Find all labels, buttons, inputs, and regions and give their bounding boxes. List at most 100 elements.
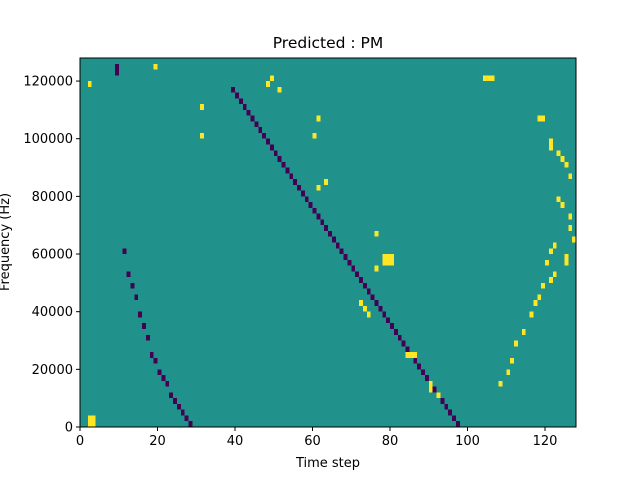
heatmap-cell-low [335, 242, 340, 249]
heatmap-cell-high [552, 271, 557, 278]
heatmap-cell-low [126, 271, 131, 278]
heatmap-cell-high [200, 132, 205, 139]
heatmap-cell-high [386, 259, 391, 266]
heatmap-cell-low [184, 415, 189, 422]
heatmap-cell-high [436, 392, 441, 399]
heatmap-cell-low [397, 334, 402, 341]
heatmap-cell-high [541, 282, 546, 289]
x-axis: 0 20 40 60 80 100 120 [76, 427, 557, 449]
heatmap-cell-low [235, 92, 239, 99]
heatmap-cell-low [432, 386, 437, 393]
heatmap-cell-low [277, 156, 282, 162]
heatmap-cell-high [514, 340, 518, 347]
heatmap-cell-high [556, 196, 561, 203]
heatmap-cell-high [405, 352, 410, 358]
heatmap-cell-low [134, 294, 139, 301]
heatmap-cell-low [297, 184, 301, 191]
y-tick-label: 100000 [23, 132, 73, 147]
heatmap-cell-high [483, 75, 487, 82]
heatmap-cell-low [114, 69, 119, 76]
y-tick-label: 120000 [23, 75, 73, 90]
x-axis-label: Time step [295, 456, 360, 471]
heatmap-cell-high [91, 415, 96, 427]
heatmap-cell-low [316, 213, 321, 220]
heatmap-cell-low [374, 300, 379, 306]
heatmap-cell-high [390, 254, 394, 260]
heatmap-cell-high [486, 75, 491, 82]
heatmap-cell-high [552, 242, 557, 249]
heatmap-cell-high [568, 213, 573, 220]
heatmap-cell-high [269, 75, 274, 82]
heatmap-cell-low [343, 254, 348, 260]
heatmap-cell-low [262, 132, 267, 139]
heatmap-cell-low [390, 323, 394, 329]
y-tick-label: 40000 [32, 305, 73, 320]
heatmap-cell-high [560, 156, 565, 162]
heatmap-cell-low [300, 190, 305, 197]
heatmap-cell-high [548, 248, 553, 255]
x-tick-label: 60 [304, 434, 321, 449]
heatmap-cell-low [421, 369, 425, 376]
heatmap-cell-low [293, 179, 298, 185]
heatmap-cell-high [564, 259, 569, 266]
heatmap-cell-high [153, 63, 158, 70]
heatmap-cell-high [506, 369, 511, 376]
x-tick-label: 0 [76, 434, 84, 449]
heatmap-cell-low [308, 202, 313, 208]
x-tick-label: 40 [227, 434, 244, 449]
heatmap-cell-high [529, 311, 534, 318]
x-tick-label: 20 [149, 434, 166, 449]
heatmap-cell-high [312, 132, 317, 139]
heatmap-cell-low [138, 311, 143, 318]
heatmap-cell-high [87, 81, 92, 87]
heatmap-cell-low [142, 323, 146, 329]
heatmap-cell-low [231, 86, 236, 93]
heatmap-cell-high [498, 380, 503, 387]
heatmap-cell-low [424, 375, 429, 381]
heatmap-cell-high [409, 352, 414, 358]
heatmap-cell-high [359, 300, 363, 306]
heatmap-cell-high [366, 311, 371, 318]
heatmap-cell-low [266, 138, 270, 145]
heatmap-cell-low [242, 104, 247, 110]
heatmap-cell-low [378, 305, 383, 312]
heatmap-cell-low [165, 380, 170, 387]
heatmap-cell-high [277, 86, 282, 93]
y-tick-label: 20000 [32, 363, 73, 378]
heatmap-cell-low [304, 196, 309, 203]
heatmap-cell-low [347, 259, 352, 266]
y-tick-label: 0 [65, 421, 73, 436]
heatmap-cell-high [545, 259, 549, 266]
heatmap-cell-high [87, 415, 92, 427]
heatmap-cell-high [568, 225, 573, 231]
heatmap-cell-high [564, 161, 569, 168]
heatmap-background [80, 58, 576, 427]
heatmap-cell-high [413, 352, 418, 358]
heatmap-cell-low [289, 173, 294, 180]
heatmap-cell-low [320, 219, 325, 226]
heatmap-cell-high [316, 115, 321, 122]
heatmap-cell-high [560, 202, 565, 208]
heatmap-cell-low [362, 282, 367, 289]
heatmap-cell-high [490, 75, 495, 82]
heatmap-cell-low [351, 265, 356, 272]
heatmap-cell-high [521, 328, 526, 335]
heatmap-cell-low [122, 248, 127, 255]
heatmap-cell-low [246, 109, 251, 116]
heatmap-cell-high [324, 179, 329, 185]
heatmap-cell-low [413, 357, 418, 364]
heatmap-cell-low [161, 375, 166, 381]
heatmap-cell-high [428, 386, 433, 393]
heatmap-cell-low [401, 340, 406, 347]
heatmap-cell-high [568, 173, 573, 180]
heatmap-cell-low [238, 98, 243, 105]
heatmap-cell-low [382, 311, 387, 318]
heatmap-cell-low [440, 398, 445, 404]
heatmap-cell-low [386, 317, 391, 324]
heatmap-cell-low [149, 352, 154, 358]
heatmap-cell-low [452, 415, 456, 422]
heatmap-cell-high [572, 236, 577, 243]
heatmap-cell-low [273, 150, 278, 157]
heatmap-cell-high [564, 254, 569, 260]
